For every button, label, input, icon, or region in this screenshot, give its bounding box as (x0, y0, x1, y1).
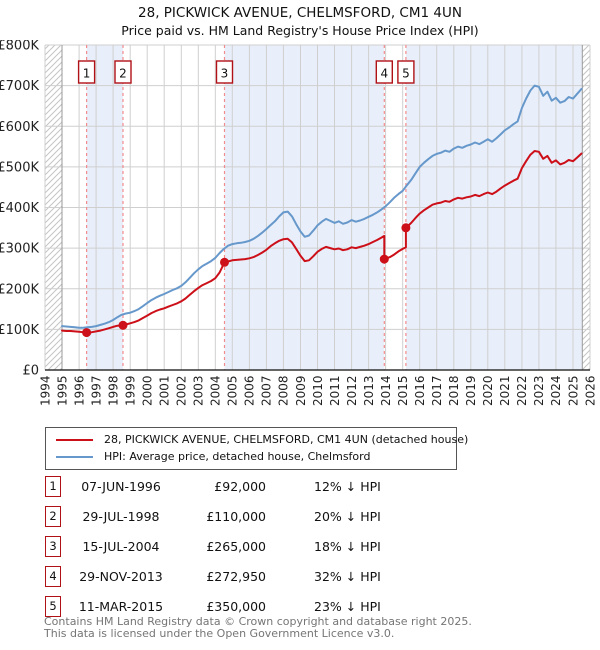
sale-marker-box (114, 60, 132, 84)
x-tick-label: 2002 (175, 375, 189, 406)
transaction-number-box: 2 (45, 505, 61, 527)
transaction-number-box: 1 (45, 475, 61, 497)
x-tick-label: 2005 (226, 375, 240, 406)
footer-line-1: Contains HM Land Registry data © Crown c… (44, 615, 472, 628)
x-tick-label: 2024 (549, 375, 563, 406)
legend-label-price-paid: 28, PICKWICK AVENUE, CHELMSFORD, CM1 4UN… (104, 433, 469, 446)
y-tick-label: £800K (0, 40, 39, 54)
x-tick-label: 2021 (498, 375, 512, 406)
x-tick-label: 2010 (311, 375, 325, 406)
transaction-row: 4 29-NOV-2013 £272,950 32% ↓ HPI (45, 561, 585, 591)
x-tick-label: 2020 (481, 375, 495, 406)
sale-marker-number: 4 (380, 67, 388, 81)
x-tick-label: 2013 (362, 375, 376, 406)
transaction-date: 29-JUL-1998 (82, 508, 160, 524)
x-tick-label: 2006 (243, 375, 257, 406)
transaction-hpi-delta: 20% ↓ HPI (314, 508, 381, 524)
transaction-date: 15-JUL-2004 (82, 538, 160, 554)
x-tick-label: 2026 (583, 375, 597, 406)
x-tick-label: 2001 (158, 375, 172, 406)
transaction-row: 5 11-MAR-2015 £350,000 23% ↓ HPI (45, 591, 585, 621)
x-tick-label: 2015 (396, 375, 410, 406)
sale-marker-box (77, 60, 96, 84)
x-tick-label: 2008 (277, 375, 291, 406)
x-tick-label: 2019 (464, 375, 478, 406)
transaction-hpi-delta: 23% ↓ HPI (314, 598, 381, 614)
y-tick-label: £700K (0, 79, 39, 94)
price-paid-line-swatch (56, 438, 93, 441)
sale-marker-number: 3 (221, 67, 229, 81)
x-tick-label: 1996 (72, 375, 86, 406)
sale-marker-number: 5 (402, 67, 410, 81)
legend-item-price-paid: 28, PICKWICK AVENUE, CHELMSFORD, CM1 4UN… (46, 431, 468, 448)
legend-item-hpi: HPI: Average price, detached house, Chel… (46, 448, 456, 465)
y-tick-label: £100K (0, 323, 39, 338)
sale-marker-box (375, 60, 393, 84)
page-subtitle: Price paid vs. HM Land Registry's House … (121, 23, 479, 38)
transaction-date: 07-JUN-1996 (81, 478, 161, 494)
transaction-date: 29-NOV-2013 (79, 568, 163, 584)
footer-line-2: This data is licensed under the Open Gov… (44, 626, 395, 640)
x-tick-label: 1998 (106, 375, 120, 406)
sale-marker-number: 1 (83, 67, 91, 81)
sale-point-dot (118, 320, 128, 330)
x-tick-label: 1997 (89, 375, 103, 406)
transaction-number-box: 4 (45, 565, 61, 587)
sale-marker-number: 2 (119, 67, 127, 81)
price-paid-line (61, 150, 583, 334)
x-tick-label: 2017 (430, 375, 444, 406)
transactions-table: 1 07-JUN-1996 £92,000 12% ↓ HPI 2 29-JUL-1998… (45, 471, 585, 621)
x-tick-label: 1995 (55, 375, 69, 406)
page-title: 28, PICKWICK AVENUE, CHELMSFORD, CM1 4UN (138, 5, 462, 21)
x-tick-label: 2009 (294, 375, 308, 406)
price-chart: 1 2 3 4 5 £0 £100K £200K £300K £400K £500K £600K £70… (0, 40, 597, 406)
transaction-date: 11-MAR-2015 (78, 598, 164, 614)
transaction-row: 3 15-JUL-2004 £265,000 18% ↓ HPI (45, 531, 585, 561)
x-tick-label: 2011 (328, 375, 342, 406)
transaction-number-box: 5 (45, 595, 61, 617)
x-tick-label: 2022 (515, 375, 529, 406)
x-tick-label: 2007 (260, 375, 274, 406)
sale-point-dot (82, 328, 92, 338)
x-tick-label: 2012 (345, 375, 359, 406)
y-tick-label: £0 (22, 364, 39, 379)
transaction-row: 2 29-JUL-1998 £110,000 20% ↓ HPI (45, 501, 585, 531)
x-tick-label: 1994 (38, 375, 52, 406)
y-tick-label: £200K (0, 282, 39, 297)
transaction-row: 1 07-JUN-1996 £92,000 12% ↓ HPI (45, 471, 585, 501)
y-tick-label: £600K (0, 120, 39, 135)
x-tick-label: 2016 (413, 375, 427, 406)
y-tick-label: £500K (0, 160, 39, 175)
y-tick-label: £300K (0, 242, 39, 257)
x-tick-label: 2014 (379, 375, 393, 406)
x-tick-label: 2003 (192, 375, 206, 406)
transaction-price: £92,000 (214, 478, 266, 494)
chart-legend: 28, PICKWICK AVENUE, CHELMSFORD, CM1 4UN… (45, 427, 468, 470)
transaction-price: £272,950 (206, 568, 266, 584)
transaction-hpi-delta: 12% ↓ HPI (314, 478, 381, 494)
hpi-line-swatch (56, 455, 93, 458)
transaction-price: £110,000 (206, 508, 266, 524)
footer-copyright: Contains HM Land Registry data © Crown c… (44, 616, 472, 639)
transaction-hpi-delta: 18% ↓ HPI (314, 538, 381, 554)
sale-point-dot (401, 223, 411, 233)
x-tick-label: 1999 (124, 375, 138, 406)
x-tick-label: 2023 (532, 375, 546, 406)
sale-point-dot (220, 257, 229, 267)
sale-point-dot (379, 254, 389, 264)
y-tick-label: £400K (0, 201, 39, 216)
x-tick-label: 2004 (209, 375, 223, 406)
x-tick-label: 2000 (141, 375, 155, 406)
transaction-price: £350,000 (206, 598, 266, 614)
transaction-number-box: 3 (45, 535, 61, 557)
x-tick-label: 2025 (566, 375, 580, 406)
x-tick-label: 2018 (447, 375, 461, 406)
sale-marker-box (215, 60, 234, 84)
transaction-hpi-delta: 32% ↓ HPI (314, 568, 381, 584)
sale-marker-box (397, 60, 415, 84)
legend-label-hpi: HPI: Average price, detached house, Chel… (104, 450, 371, 463)
transaction-price: £265,000 (206, 538, 266, 554)
hpi-line (61, 84, 583, 329)
